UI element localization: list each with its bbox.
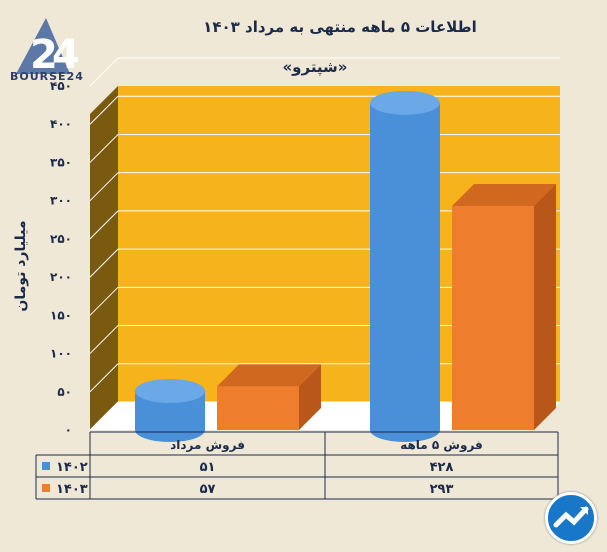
gridline-side <box>89 134 119 163</box>
bar-cylinder-top <box>135 379 205 404</box>
gridline-side <box>89 325 119 354</box>
y-tick-label: ۵۰ <box>57 385 72 399</box>
plot-back-wall <box>118 86 560 402</box>
chart-title: اطلاعات ۵ ماهه منتهی به مرداد ۱۴۰۳ <box>203 18 477 36</box>
gridline-side <box>89 286 119 316</box>
bar-box-side <box>299 364 321 430</box>
y-tick-label: ۱۰۰ <box>50 347 72 361</box>
bar-box-side <box>534 184 556 430</box>
bar-cylinder-base <box>370 418 440 442</box>
y-tick-label: ۴۰۰ <box>50 117 72 131</box>
data-table-value: ۵۱ <box>200 460 216 475</box>
gridline-side <box>89 210 119 240</box>
y-tick-label: ۳۵۰ <box>50 155 72 169</box>
data-table-value: ۴۲۸ <box>430 460 454 475</box>
bourse24-logo: 2 4 <box>8 12 94 92</box>
bar-cylinder-top <box>370 90 440 115</box>
y-tick-label: ۱۵۰ <box>50 308 72 322</box>
svg-text:4: 4 <box>52 32 80 78</box>
bar-box-front <box>452 206 534 430</box>
bar-box-top <box>452 184 556 207</box>
gridline-side <box>89 248 119 278</box>
legend-series-name: ۱۴۰۲ <box>56 460 88 475</box>
plot-floor <box>90 402 560 430</box>
legend-swatch <box>42 462 50 470</box>
bar-box-front <box>217 386 299 430</box>
legend-swatch <box>42 484 50 492</box>
bar-cylinder-base <box>135 418 205 442</box>
x-category-label: فروش ۵ ماهه <box>400 438 483 453</box>
gridline-side <box>89 95 119 125</box>
legend-series-name: ۱۴۰۳ <box>56 482 88 497</box>
y-tick-label: ۲۰۰ <box>50 270 72 284</box>
bar-box-top <box>217 364 321 387</box>
svg-text:2: 2 <box>30 32 58 78</box>
x-category-label: فروش مرداد <box>170 438 245 453</box>
y-tick-label: ۳۰۰ <box>50 194 72 208</box>
gridline-side <box>89 401 119 431</box>
chart-icon <box>545 492 597 544</box>
y-tick-label: ۲۵۰ <box>50 232 72 246</box>
y-tick-label: ۴۵۰ <box>50 79 72 93</box>
gridline-side <box>89 57 119 87</box>
plot-side-wall <box>90 86 118 430</box>
gridline-side <box>89 363 119 393</box>
data-table-value: ۲۹۳ <box>430 482 454 497</box>
bar-cylinder-body <box>370 102 440 430</box>
gridline-side <box>89 172 119 202</box>
data-table-value: ۵۷ <box>200 482 216 497</box>
logo-text: BOURSE24 <box>10 70 84 83</box>
y-tick-label: ۰ <box>65 423 72 437</box>
chart-subtitle: «شپترو» <box>282 58 348 76</box>
